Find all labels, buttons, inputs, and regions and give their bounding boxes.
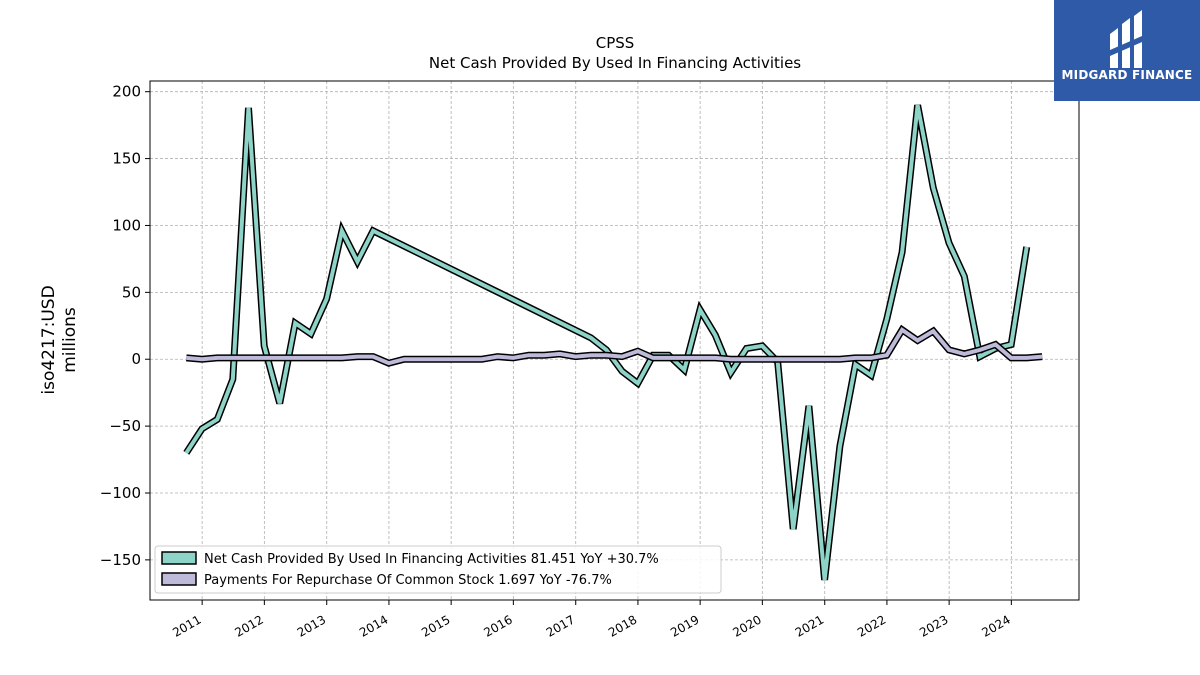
legend-swatch-0 [161,551,197,565]
brand-logo: MIDGARD FINANCE [1054,0,1200,101]
y-tick-label: 100 [112,216,141,234]
y-tick-label: 50 [122,283,141,301]
legend-label-0: Net Cash Provided By Used In Financing A… [204,552,659,567]
x-tick-label: 2011 [170,612,203,639]
midgard-logo-icon [1110,10,1142,68]
y-axis: 200 150 100 50 0 −50 −100 −150 [100,83,150,569]
y-axis-label-units: millions [60,307,80,373]
legend-label-1: Payments For Repurchase Of Common Stock … [204,573,612,588]
x-tick-label: 2017 [544,612,577,639]
plot-frame [149,80,1080,601]
chart-subtitle: Net Cash Provided By Used In Financing A… [429,54,801,72]
x-tick-label: 2016 [481,612,514,639]
x-tick-label: 2023 [917,612,950,639]
y-tick-label: 0 [131,350,141,368]
brand-name: MIDGARD FINANCE [1061,68,1193,82]
y-tick-label: −50 [109,417,141,435]
x-tick-label: 2021 [793,612,826,639]
y-tick-label: 150 [112,150,141,168]
x-tick-label: 2012 [232,612,265,639]
x-tick-label: 2019 [668,612,701,639]
x-tick-label: 2022 [855,612,888,639]
x-axis: 2011 2012 2013 2014 2015 2016 2017 2018 2019 2020… [170,600,1013,640]
x-tick-label: 2024 [979,612,1012,639]
y-tick-label: −100 [100,484,141,502]
series-layer [183,104,1043,581]
series-line-1 [186,326,1043,366]
y-tick-label: 200 [112,83,141,101]
x-tick-label: 2015 [419,612,452,639]
series-outline-0 [183,104,1031,581]
chart-title: CPSS [596,34,635,52]
x-tick-label: 2014 [357,612,390,639]
legend-swatch-1 [161,572,197,586]
series-line-0 [184,104,1029,581]
y-tick-label: −150 [100,551,141,569]
grid [150,81,1079,600]
x-tick-label: 2018 [606,612,639,639]
x-tick-label: 2020 [730,612,763,639]
x-tick-label: 2013 [295,612,328,639]
legend: Net Cash Provided By Used In Financing A… [154,545,722,594]
y-axis-label: iso4217:USD [39,285,59,394]
legend-frame [154,545,722,594]
